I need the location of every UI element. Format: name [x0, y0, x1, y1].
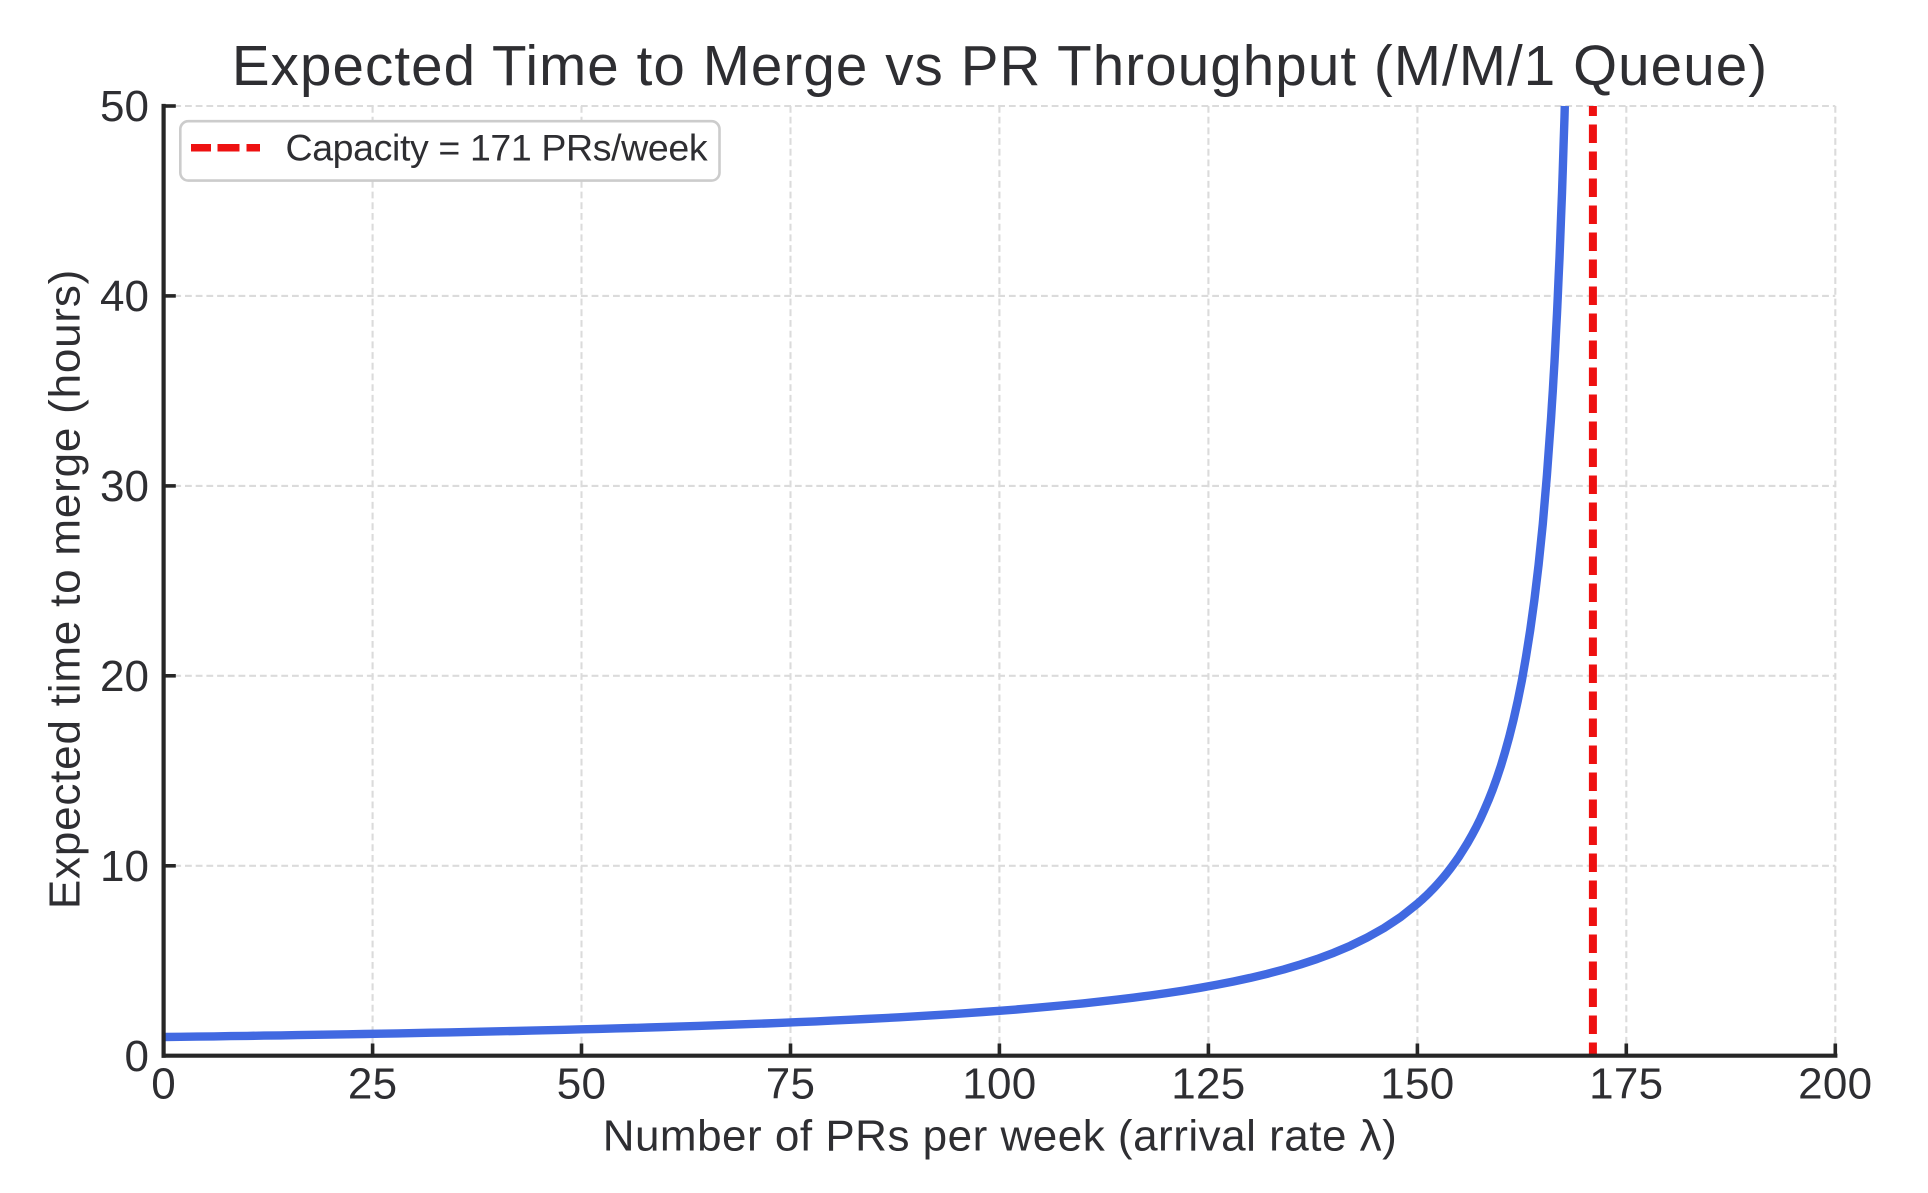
- svg-text:Expected time to merge (hours): Expected time to merge (hours): [40, 269, 89, 909]
- svg-text:0: 0: [125, 1032, 149, 1081]
- svg-text:30: 30: [100, 462, 149, 511]
- svg-text:Number of PRs per week (arriva: Number of PRs per week (arrival rate λ): [603, 1112, 1398, 1161]
- svg-text:50: 50: [557, 1060, 607, 1109]
- svg-text:20: 20: [100, 652, 149, 701]
- svg-text:50: 50: [100, 82, 149, 131]
- svg-text:Capacity = 171 PRs/week: Capacity = 171 PRs/week: [286, 127, 708, 169]
- svg-text:40: 40: [100, 272, 149, 321]
- svg-text:0: 0: [151, 1060, 176, 1109]
- svg-text:25: 25: [348, 1060, 398, 1109]
- svg-text:175: 175: [1589, 1060, 1663, 1109]
- svg-text:75: 75: [766, 1060, 816, 1109]
- svg-text:150: 150: [1380, 1060, 1454, 1109]
- svg-text:10: 10: [100, 842, 149, 891]
- svg-text:Expected Time to Merge vs PR T: Expected Time to Merge vs PR Throughput …: [232, 34, 1768, 97]
- svg-text:100: 100: [962, 1060, 1036, 1109]
- svg-text:200: 200: [1798, 1060, 1872, 1109]
- svg-text:125: 125: [1171, 1060, 1245, 1109]
